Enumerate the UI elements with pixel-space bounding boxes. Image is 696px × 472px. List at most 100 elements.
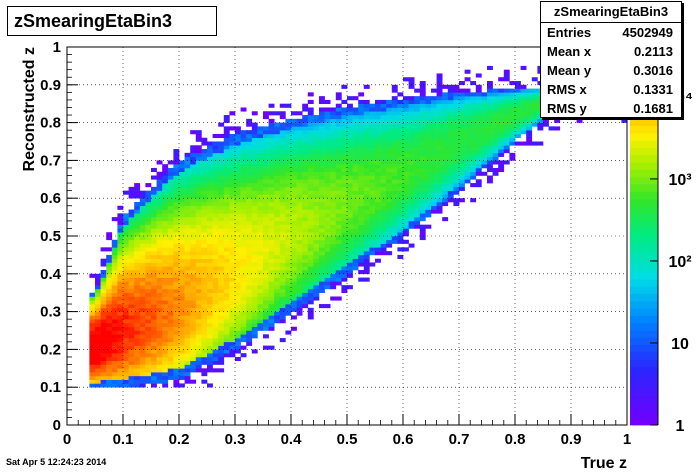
heatmap-cell (274, 319, 281, 324)
heatmap-cell (201, 326, 208, 331)
heatmap-cell (397, 236, 404, 241)
heatmap-cell (128, 232, 135, 237)
heatmap-cell (447, 99, 454, 104)
palette-swatch (630, 322, 658, 331)
heatmap-cell (263, 239, 269, 244)
heatmap-cell (419, 118, 426, 123)
heatmap-cell (296, 224, 303, 229)
heatmap-cell (223, 243, 230, 248)
heatmap-cell (397, 247, 404, 252)
heatmap-cell (195, 304, 202, 309)
heatmap-cell (251, 130, 258, 135)
heatmap-cell (117, 220, 124, 225)
heatmap-cell (386, 164, 393, 169)
heatmap-cell (207, 288, 213, 293)
heatmap-cell (375, 247, 381, 252)
heatmap-cell (358, 236, 365, 241)
heatmap-cell (179, 186, 185, 191)
heatmap-cell (145, 307, 152, 312)
heatmap-cell (531, 92, 538, 97)
heatmap-cell (459, 164, 465, 169)
heatmap-cell (223, 205, 230, 210)
heatmap-cell (212, 217, 219, 222)
heatmap-cell (223, 330, 230, 335)
y-tick-label: 0.5 (40, 228, 61, 245)
heatmap-cell (436, 122, 443, 127)
heatmap-cell (313, 126, 320, 131)
heatmap-cell (391, 167, 398, 173)
heatmap-cell (268, 266, 275, 271)
heatmap-cell (179, 315, 185, 320)
heatmap-cell (184, 205, 191, 210)
heatmap-cell (173, 224, 180, 229)
heatmap-cell (352, 179, 359, 184)
heatmap-cell (106, 281, 113, 286)
heatmap-cell (330, 183, 337, 188)
heatmap-cell (341, 156, 348, 161)
heatmap-cell (235, 315, 241, 320)
heatmap-cell (324, 254, 331, 259)
heatmap-cell (442, 179, 449, 184)
heatmap-cell (285, 130, 292, 135)
heatmap-cell (251, 273, 258, 278)
heatmap-cell (173, 266, 180, 271)
heatmap-cell (162, 266, 169, 271)
heatmap-cell (173, 201, 180, 207)
heatmap-cell (235, 213, 241, 218)
heatmap-cell (195, 315, 202, 320)
heatmap-cell (117, 356, 124, 362)
heatmap-cell (363, 232, 370, 237)
heatmap-cell (302, 145, 309, 150)
heatmap-cell (207, 217, 213, 222)
heatmap-cell (453, 118, 460, 123)
heatmap-cell (218, 149, 225, 154)
heatmap-cell (184, 179, 191, 184)
palette-swatch (630, 191, 658, 200)
heatmap-cell (134, 273, 141, 278)
heatmap-cell (274, 167, 281, 173)
heatmap-cell (307, 118, 314, 123)
heatmap-cell (111, 239, 118, 244)
heatmap-cell (352, 156, 359, 161)
heatmap-cell (162, 372, 169, 377)
heatmap-cell (470, 126, 477, 131)
heatmap-cell (223, 288, 230, 293)
heatmap-cell (218, 334, 225, 339)
heatmap-cell (431, 198, 437, 203)
heatmap-cell (447, 164, 454, 169)
heatmap-cell (363, 262, 370, 267)
heatmap-cell (218, 273, 225, 278)
heatmap-cell (515, 81, 521, 86)
heatmap-cell (156, 281, 163, 286)
heatmap-cell (111, 217, 118, 222)
heatmap-cell (414, 111, 421, 116)
heatmap-cell (111, 349, 118, 354)
heatmap-cell (403, 213, 409, 218)
heatmap-cell (324, 239, 331, 244)
heatmap-cell (375, 258, 381, 263)
heatmap-cell (179, 205, 185, 210)
heatmap-cell (167, 304, 174, 309)
heatmap-cell (391, 205, 398, 210)
heatmap-cell (475, 73, 482, 78)
heatmap-cell (363, 145, 370, 150)
heatmap-cell (139, 330, 146, 335)
heatmap-cell (212, 311, 219, 316)
heatmap-cell (397, 209, 404, 214)
heatmap-cell (156, 285, 163, 290)
heatmap-cell (151, 198, 157, 203)
heatmap-cell (492, 111, 499, 116)
heatmap-cell (167, 175, 174, 180)
heatmap-cell (251, 288, 258, 293)
heatmap-cell (139, 266, 146, 271)
heatmap-cell (111, 300, 118, 305)
heatmap-cell (184, 171, 191, 176)
heatmap-cell (117, 311, 124, 316)
heatmap-cell (274, 186, 281, 191)
heatmap-cell (257, 126, 264, 131)
heatmap-cell (201, 228, 208, 233)
heatmap-cell (218, 356, 225, 362)
heatmap-cell (162, 353, 169, 358)
heatmap-cell (363, 111, 370, 116)
heatmap-cell (335, 228, 342, 233)
